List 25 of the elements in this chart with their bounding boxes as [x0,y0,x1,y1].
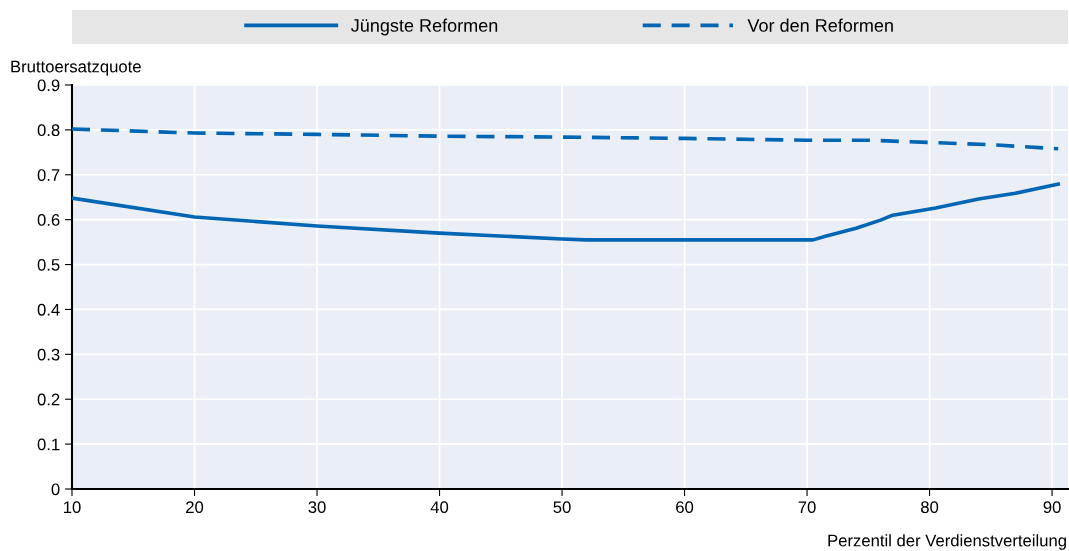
y-tick-label: 0.8 [37,124,60,137]
y-tick-label: 0.9 [37,79,60,92]
x-tick-label: 50 [553,501,571,514]
x-tick-label: 80 [921,501,939,514]
y-tick-label: 0 [51,483,60,496]
x-tick-label: 90 [1043,501,1061,514]
x-tick-label: 40 [430,501,449,514]
y-tick-label: 0.4 [37,303,60,316]
legend-label: Jüngste Reformen [351,18,498,36]
y-tick-label: 0.6 [37,214,60,226]
x-tick-label: 10 [64,501,81,514]
y-axis-title: Bruttoersatzquote [11,60,141,76]
x-tick-label: 20 [186,501,204,514]
line-series [72,127,1061,151]
y-tick-label: 0.1 [37,438,60,451]
x-tick-label: 30 [308,501,326,514]
line-series [72,182,1061,242]
x-tick-label: 70 [798,501,816,514]
y-tick-label: 0.3 [37,348,60,361]
legend-label: Vor den Reformen [747,18,893,32]
y-tick-label: 0.2 [37,393,60,406]
y-tick-label: 0.5 [37,258,60,271]
y-tick-label: 0.7 [37,169,60,181]
x-axis-title: Perzentil der Verdienstverteilung [828,534,1066,550]
x-tick-label: 60 [676,501,694,514]
